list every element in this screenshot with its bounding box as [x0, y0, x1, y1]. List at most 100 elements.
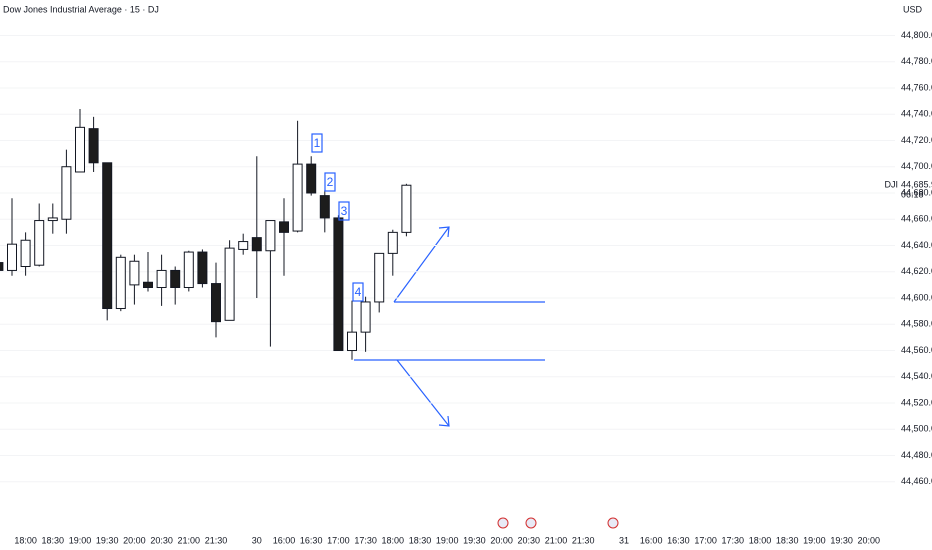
x-tick-label: 18:00	[14, 535, 37, 545]
x-tick-label: 18:30	[776, 535, 799, 545]
x-tick-label: 17:30	[722, 535, 745, 545]
y-tick-label: 44,600.00	[901, 292, 932, 302]
chart-title: Dow Jones Industrial Average · 15 · DJ	[3, 4, 159, 14]
candle-body	[102, 162, 113, 310]
y-tick-label: 44,700.00	[901, 161, 932, 171]
candle-body	[156, 269, 167, 289]
annotation: 4	[355, 285, 362, 299]
x-tick-label: 18:00	[749, 535, 772, 545]
x-tick-label: 18:30	[409, 535, 432, 545]
x-tick-label: 21:30	[205, 535, 228, 545]
candle-body	[197, 251, 208, 285]
candle-body	[265, 220, 276, 252]
candle-body	[374, 252, 385, 303]
x-tick-label: 16:30	[667, 535, 690, 545]
currency: USD	[903, 4, 923, 14]
x-tick-label: 21:30	[572, 535, 595, 545]
x-tick-label: 19:30	[830, 535, 853, 545]
candle-body	[306, 163, 317, 194]
x-tick-label: 30	[252, 535, 262, 545]
x-tick-label: 19:00	[69, 535, 92, 545]
candle-body	[129, 260, 140, 286]
candle-body	[61, 166, 72, 220]
x-tick-label: 18:30	[42, 535, 65, 545]
candle-body	[88, 128, 99, 164]
candle-body	[401, 184, 412, 233]
y-tick-label: 44,760.00	[901, 82, 932, 92]
y-tick-label: 44,500.00	[901, 424, 932, 434]
y-tick-label: 44,640.00	[901, 240, 932, 250]
annotation-box	[324, 172, 336, 192]
candle-body	[47, 217, 58, 222]
candle-body	[20, 239, 31, 268]
annotation-box	[338, 201, 350, 221]
grid	[0, 34, 895, 483]
annotation: 1	[314, 136, 321, 150]
arrow-head	[438, 226, 450, 238]
y-tick-label: 44,720.00	[901, 135, 932, 145]
y-tick-label: 44,560.00	[901, 345, 932, 355]
candle-body	[387, 231, 398, 254]
candle-body	[360, 301, 371, 333]
candle-body	[333, 217, 344, 352]
candle-body	[319, 195, 330, 219]
countdown-label: 06:18	[901, 190, 924, 200]
candle-body	[183, 251, 194, 289]
x-tick-label: 20:30	[150, 535, 173, 545]
candle-body	[279, 221, 289, 233]
x-tick-label: 16:00	[640, 535, 663, 545]
event-icons	[497, 517, 619, 529]
candle-body	[238, 241, 249, 250]
last-price-label: 44,685.91	[901, 180, 932, 190]
candle-body	[34, 220, 45, 266]
arrow	[393, 226, 450, 303]
y-tick-label: 44,460.00	[901, 476, 932, 486]
x-tick-label: 17:00	[327, 535, 350, 545]
annotation-box	[352, 282, 364, 302]
candle-body	[347, 331, 357, 352]
y-tick-label: 44,480.00	[901, 450, 932, 460]
x-tick-label: 16:00	[273, 535, 296, 545]
symbol-label: DJI	[885, 180, 899, 190]
x-tick-label: 31	[619, 535, 629, 545]
y-tick-label: 44,620.00	[901, 266, 932, 276]
candle-body	[224, 247, 235, 321]
y-tick-label: 44,740.00	[901, 109, 932, 119]
y-tick-label: 44,780.00	[901, 56, 932, 66]
x-tick-label: 19:30	[96, 535, 119, 545]
y-tick-label: 44,540.00	[901, 371, 932, 381]
event-icon	[497, 517, 509, 529]
x-tick-label: 16:30	[300, 535, 323, 545]
drawings	[354, 226, 545, 427]
y-tick-label: 44,800.00	[901, 30, 932, 40]
candle-body	[143, 281, 153, 289]
candle-body	[251, 237, 262, 252]
candle-body	[170, 269, 181, 289]
arrow	[396, 359, 450, 427]
y-tick-label: 44,680.00	[901, 187, 932, 197]
x-tick-label: 19:30	[463, 535, 486, 545]
x-tick-label: 19:00	[803, 535, 826, 545]
x-tick-label: 20:00	[123, 535, 146, 545]
annotation: 3	[341, 204, 348, 218]
x-tick-label: 17:00	[694, 535, 717, 545]
candle-body	[292, 163, 303, 232]
y-tick-label: 44,580.00	[901, 319, 932, 329]
y-tick-label: 44,520.00	[901, 397, 932, 407]
arrow-head	[438, 415, 450, 427]
annotation-box	[311, 133, 323, 153]
x-tick-label: 17:30	[354, 535, 377, 545]
annotation: 2	[327, 175, 334, 189]
x-tick-label: 21:00	[178, 535, 201, 545]
y-tick-label: 44,660.00	[901, 214, 932, 224]
x-tick-label: 20:30	[518, 535, 541, 545]
event-icon	[525, 517, 537, 529]
candle-body	[7, 243, 17, 271]
event-icon	[607, 517, 619, 529]
candle-body	[115, 256, 126, 310]
x-tick-label: 20:00	[490, 535, 513, 545]
x-tick-label: 21:00	[545, 535, 568, 545]
x-tick-label: 19:00	[436, 535, 459, 545]
